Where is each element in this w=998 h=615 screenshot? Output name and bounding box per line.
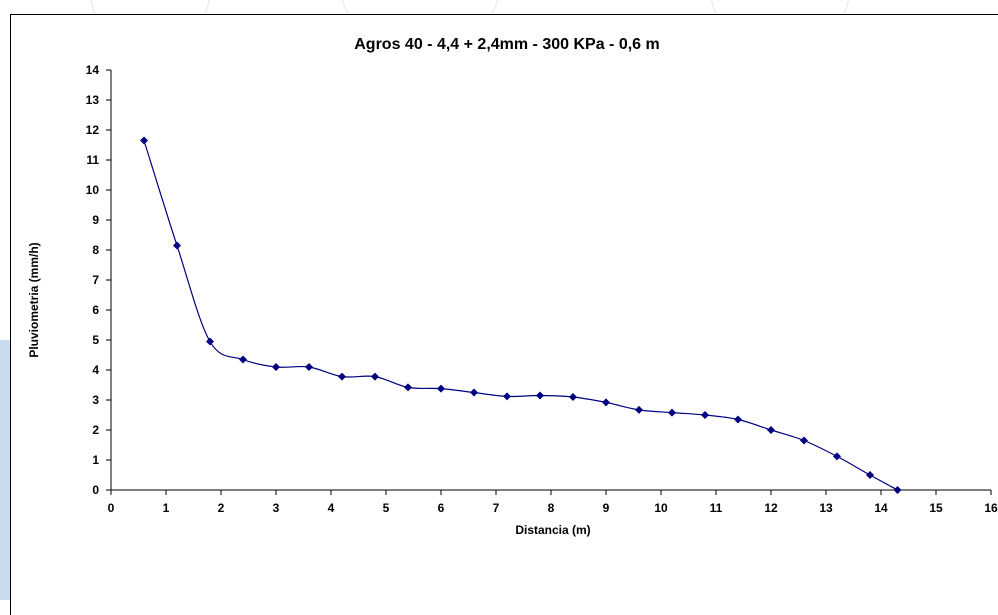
data-series (140, 136, 902, 494)
x-tick-label: 4 (328, 501, 335, 515)
data-point (503, 392, 511, 401)
data-point (701, 411, 709, 419)
y-tick-label: 8 (92, 243, 99, 257)
side-decor-band (0, 340, 10, 600)
x-tick-label: 15 (929, 501, 943, 515)
x-tick-label: 14 (874, 501, 888, 515)
data-point (767, 426, 775, 434)
y-axis-label: Pluviometria (mm/h) (27, 242, 41, 357)
y-tick-label: 7 (92, 273, 99, 287)
x-tick-label: 3 (273, 501, 280, 515)
y-tick-label: 9 (92, 213, 99, 227)
data-point (437, 384, 445, 393)
data-point (371, 372, 379, 381)
data-point (893, 486, 902, 494)
x-tick-label: 8 (548, 501, 555, 515)
y-tick-label: 3 (92, 393, 99, 407)
data-point (668, 408, 676, 417)
data-point (470, 388, 478, 397)
x-tick-label: 16 (984, 501, 998, 515)
data-point (338, 372, 346, 381)
data-point (305, 363, 313, 371)
data-point (866, 471, 874, 479)
x-tick-label: 5 (383, 501, 390, 515)
y-tick-label: 13 (86, 93, 100, 107)
y-tick-label: 0 (92, 483, 99, 497)
data-point (602, 398, 610, 407)
x-tick-label: 6 (438, 501, 445, 515)
y-tick-label: 6 (92, 303, 99, 317)
y-tick-label: 5 (92, 333, 99, 347)
data-point (173, 241, 181, 250)
y-tick-label: 10 (86, 183, 100, 197)
data-point (569, 393, 577, 401)
x-tick-label: 13 (819, 501, 833, 515)
data-point (635, 405, 643, 414)
axes (110, 70, 991, 491)
x-tick-label: 12 (764, 501, 778, 515)
x-axis-label: Distancia (m) (515, 523, 590, 537)
line-chart: Agros 40 - 4,4 + 2,4mm - 300 KPa - 0,6 m… (27, 36, 998, 537)
chart-area: Agros 40 - 4,4 + 2,4mm - 300 KPa - 0,6 m… (10, 14, 998, 615)
x-tick-label: 1 (163, 501, 170, 515)
x-tick-label: 7 (493, 501, 500, 515)
x-axis-ticks: 0 1 2 3 4 5 6 7 8 9 10 11 12 13 14 15 16 (108, 490, 998, 515)
x-tick-label: 0 (108, 501, 115, 515)
y-tick-label: 11 (86, 153, 99, 167)
data-point (536, 391, 544, 400)
data-point (140, 136, 148, 145)
x-tick-label: 10 (654, 501, 668, 515)
y-tick-label: 14 (86, 63, 100, 77)
data-point (206, 337, 214, 346)
y-tick-label: 1 (92, 453, 99, 467)
y-tick-label: 2 (92, 423, 99, 437)
data-point (404, 383, 412, 392)
chart-title: Agros 40 - 4,4 + 2,4mm - 300 KPa - 0,6 m (354, 36, 659, 53)
data-point (833, 452, 841, 461)
series-line (143, 140, 898, 491)
data-point (272, 363, 280, 371)
data-point (800, 436, 808, 445)
x-tick-label: 11 (710, 501, 723, 515)
data-point (239, 355, 247, 364)
x-tick-label: 2 (218, 501, 225, 515)
y-tick-label: 4 (92, 363, 99, 377)
data-point (734, 415, 742, 424)
y-tick-label: 12 (86, 123, 100, 137)
x-tick-label: 9 (603, 501, 610, 515)
